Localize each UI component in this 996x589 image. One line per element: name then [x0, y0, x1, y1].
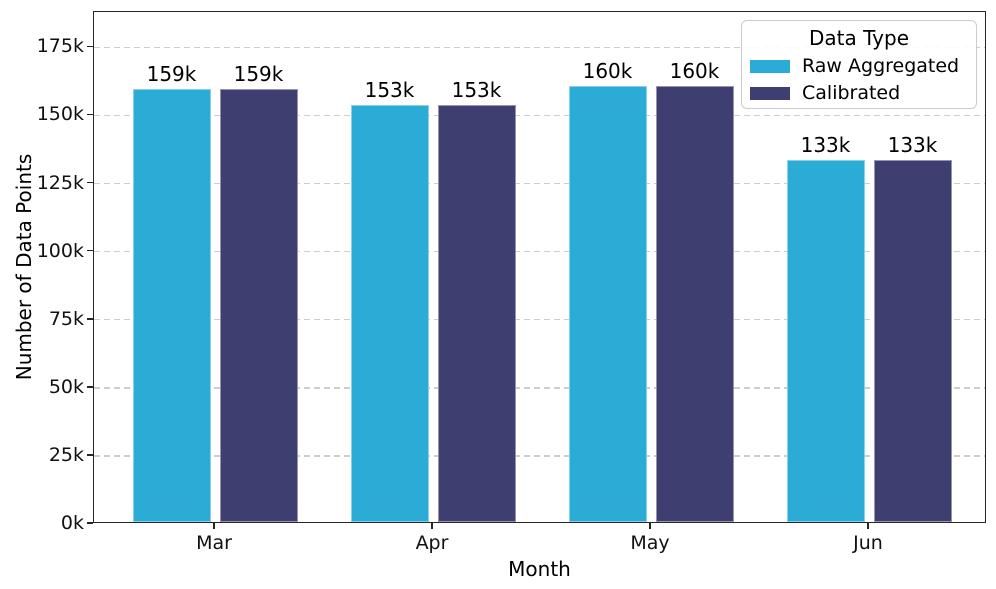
y-tick-mark	[87, 454, 93, 456]
bar-value-label: 159k	[146, 61, 197, 86]
y-tick-label: 50k	[48, 375, 84, 398]
plot-area: 159k 159k 153k 153k 160k 160k 133k 133k	[93, 11, 986, 523]
y-tick-label: 75k	[48, 307, 84, 330]
bar-value-label: 133k	[887, 132, 938, 157]
legend-item-label: Calibrated	[802, 82, 901, 104]
y-tick-mark	[87, 249, 93, 252]
bar-value-label: 159k	[233, 61, 284, 86]
x-tick-mark	[213, 523, 215, 529]
bar-value-label: 133k	[800, 132, 851, 157]
bar-value-label: 153k	[451, 78, 502, 103]
y-gridline	[94, 182, 985, 185]
bar-value-label: 153k	[364, 78, 415, 103]
bar-calibrated	[873, 159, 952, 522]
x-tick-label: Apr	[415, 532, 449, 554]
y-tick-label: 0k	[60, 512, 84, 534]
y-tick-mark	[87, 317, 93, 320]
bar-calibrated	[437, 105, 516, 522]
bar-calibrated	[655, 86, 734, 522]
bar-value-label: 160k	[669, 59, 720, 84]
y-gridline	[94, 455, 985, 457]
bar-raw-aggregated	[786, 159, 865, 522]
y-gridline	[94, 387, 985, 389]
x-tick-label: Mar	[196, 532, 232, 554]
y-tick-mark	[87, 113, 93, 116]
bar-raw-aggregated	[350, 105, 429, 522]
y-gridline	[94, 250, 985, 253]
x-tick-mark	[431, 523, 433, 529]
legend-rows: Raw Aggregated Calibrated	[750, 55, 968, 104]
y-tick-label: 150k	[36, 103, 84, 126]
y-tick-mark	[87, 522, 93, 524]
x-tick-mark	[867, 523, 869, 529]
legend-swatch	[750, 59, 790, 73]
y-gridline	[94, 318, 985, 321]
legend-title: Data Type	[808, 26, 910, 50]
x-tick-mark	[649, 523, 651, 529]
y-tick-label: 175k	[36, 35, 84, 58]
legend-item: Calibrated	[750, 82, 968, 104]
x-axis-label: Month	[508, 557, 571, 581]
y-gridline	[94, 114, 985, 117]
y-tick-label: 25k	[48, 443, 84, 466]
y-tick-mark	[87, 386, 93, 388]
legend-item: Raw Aggregated	[750, 55, 968, 77]
y-gridline	[94, 46, 985, 49]
legend-item-label: Raw Aggregated	[802, 55, 960, 77]
bar-raw-aggregated	[132, 88, 211, 522]
bar-calibrated	[219, 88, 298, 522]
x-tick-label: Jun	[853, 532, 883, 554]
bar-raw-aggregated	[568, 86, 647, 522]
y-tick-label: 100k	[36, 239, 84, 262]
y-tick-label: 125k	[36, 171, 84, 194]
y-tick-mark	[87, 45, 93, 48]
legend: Data Type Raw Aggregated Calibrated	[741, 20, 977, 109]
x-tick-label: May	[630, 532, 670, 554]
legend-swatch	[750, 86, 790, 100]
y-tick-mark	[87, 181, 93, 184]
bar-value-label: 160k	[582, 59, 633, 84]
